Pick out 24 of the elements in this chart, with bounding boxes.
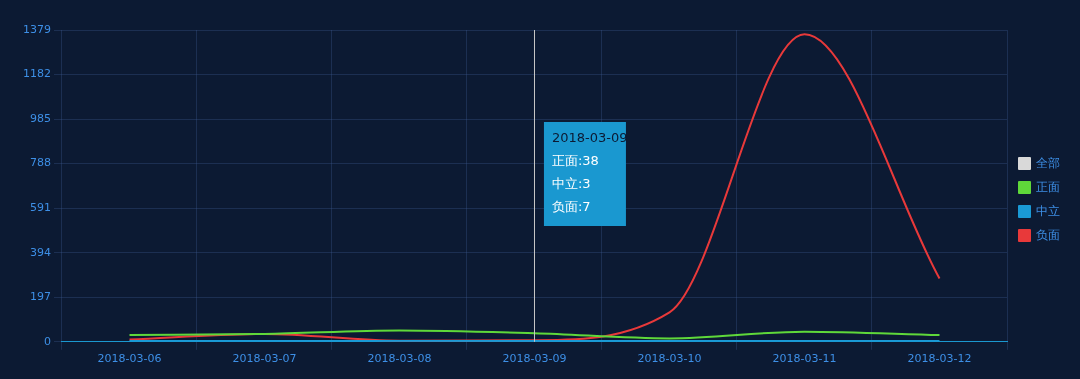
x-tick-label: 2018-03-10 (637, 352, 702, 366)
y-tick-label: 1379 (22, 22, 51, 36)
x-tick-label: 2018-03-11 (772, 352, 837, 366)
y-tick-label: 591 (29, 201, 51, 215)
line-series (128, 329, 941, 340)
y-tick-label: 197 (29, 290, 51, 304)
y-tick-label: 0 (43, 334, 51, 348)
y-tick-label: 394 (29, 245, 51, 259)
annotation: 2018-03-09 (551, 130, 628, 146)
legend-label: 全部 (1036, 155, 1060, 170)
legend-label: 正面 (1036, 179, 1060, 194)
x-tick-label: 2018-03-06 (97, 352, 162, 366)
annotation: 中立:3 (551, 176, 591, 192)
y-tick-label: 788 (29, 156, 51, 170)
annotation: 正面:38 (551, 153, 599, 169)
x-tick-label: 2018-03-08 (367, 352, 432, 366)
x-tick-label: 2018-03-07 (232, 352, 297, 366)
x-tick-label: 2018-03-12 (907, 352, 972, 366)
annotation: 负面:7 (551, 199, 591, 215)
x-tick-label: 2018-03-09 (502, 352, 567, 366)
legend-label: 负面 (1036, 227, 1060, 242)
legend-label: 中立 (1036, 203, 1060, 218)
y-tick-label: 1182 (22, 67, 51, 81)
y-tick-label: 985 (29, 111, 51, 125)
